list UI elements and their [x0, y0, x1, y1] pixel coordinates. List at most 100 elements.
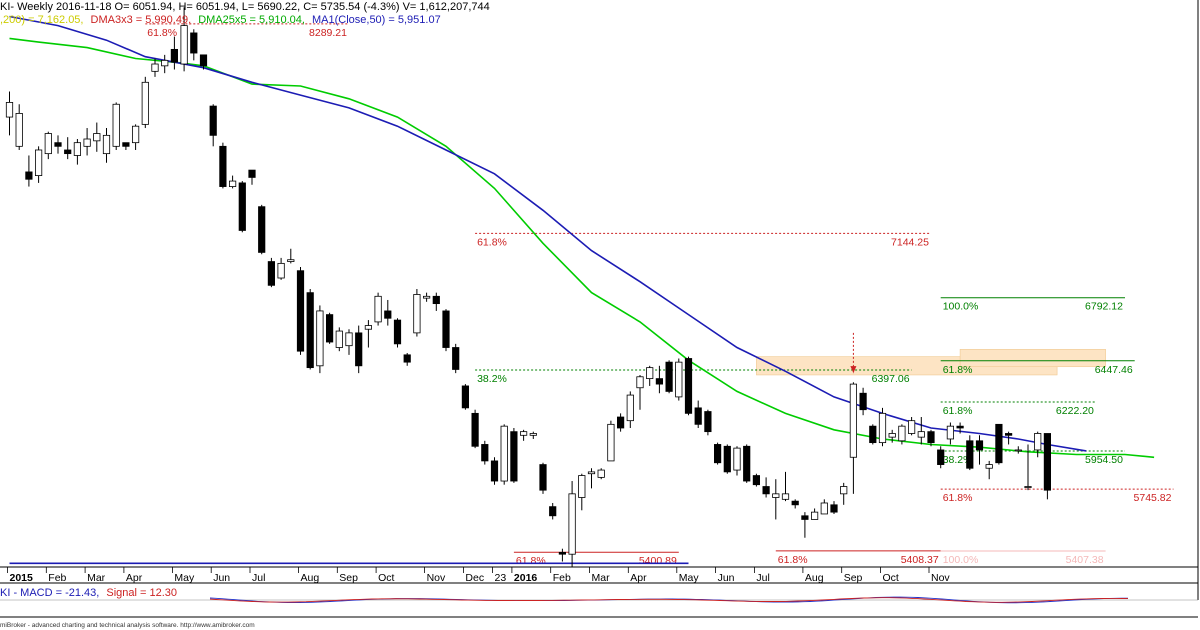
candle-body-62 [607, 423, 615, 462]
x-tick-label-19: Jul [756, 572, 769, 584]
candle-body-37 [364, 325, 373, 330]
candle-body-13 [131, 125, 140, 144]
candle-body-93 [908, 420, 916, 434]
candle-body-66 [646, 367, 654, 380]
candle-body-39 [384, 310, 392, 319]
candle-body-32 [316, 310, 324, 367]
fib-right-label-2: 6397.06 [872, 373, 910, 385]
footer-credit: miBroker - advanced charting and technic… [0, 622, 255, 629]
candle-body-20 [199, 54, 208, 67]
candle-body-41 [403, 354, 411, 363]
candle-body-8 [83, 138, 91, 147]
candle-body-19 [190, 32, 198, 54]
candle-body-80 [781, 493, 790, 500]
candle-body-47 [461, 385, 470, 409]
candle-body-64 [626, 394, 634, 422]
candle-body-107 [1043, 433, 1051, 491]
x-tick-label-22: Oct [883, 572, 899, 584]
x-tick-label-4: May [174, 572, 195, 584]
candle-body-57 [558, 551, 567, 555]
candle-body-6 [64, 149, 72, 155]
candle-body-90 [878, 412, 887, 444]
fib-left-label-7: 61.8% [943, 405, 973, 417]
candle-body-14 [141, 81, 149, 125]
x-tick-label-15: Mar [592, 572, 611, 584]
candle-body-45 [442, 310, 450, 348]
resistance-zones [756, 349, 1106, 376]
candle-body-105 [1024, 486, 1032, 488]
x-tick-label-5: Jun [213, 572, 230, 584]
candle-body-71 [694, 407, 702, 425]
candle-body-61 [597, 469, 605, 478]
candle-body-58 [568, 493, 576, 555]
signal-line [209, 597, 1129, 603]
fib-right-label-1: 7144.25 [891, 236, 929, 248]
candle-body-30 [296, 270, 305, 352]
candle-body-96 [937, 449, 945, 465]
candle-body-88 [859, 392, 867, 411]
x-tick-label-2: Mar [87, 572, 106, 584]
candle-body-72 [704, 411, 712, 433]
candle-body-95 [927, 431, 935, 444]
candle-body-99 [966, 440, 974, 469]
candle-body-29 [287, 259, 295, 262]
candle-body-35 [345, 332, 353, 347]
candle-body-10 [102, 134, 111, 155]
candle-body-94 [917, 431, 925, 438]
x-tick-label-1: Feb [48, 572, 66, 584]
candle-body-54 [529, 433, 537, 436]
candle-body-0 [5, 102, 14, 118]
annotations [850, 332, 857, 374]
fib-right-label-4: 5408.37 [901, 554, 939, 566]
candle-body-46 [452, 347, 460, 370]
fib-right-label-8: 5954.50 [1085, 454, 1123, 466]
x-tick-label-17: May [679, 572, 700, 584]
fib-right-label-7: 6222.20 [1056, 405, 1094, 417]
candle-body-104 [1014, 449, 1022, 452]
x-tick-label-6: Jul [252, 572, 265, 584]
fib-right-label-0: 8289.21 [309, 27, 347, 39]
candle-body-75 [733, 447, 741, 471]
candle-body-18 [180, 25, 188, 65]
candle-body-69 [675, 361, 683, 398]
candle-body-12 [122, 142, 130, 147]
candle-body-44 [432, 295, 440, 305]
svg-text:KI - MACD = -21.43, Signal: KI - MACD = -21.43, Signal = 12.30 [0, 587, 177, 599]
candle-body-97 [946, 425, 955, 440]
fib-right-label-6: 6447.46 [1095, 364, 1133, 376]
x-tick-label-18: Jun [718, 572, 735, 584]
candle-body-65 [636, 376, 644, 389]
candle-body-78 [762, 486, 770, 495]
x-tick-label-3: Apr [126, 572, 143, 584]
candle-body-22 [219, 145, 227, 187]
ema200-legend: ,200) = 7,162.05, [0, 14, 83, 26]
candle-body-21 [209, 105, 217, 136]
fib-right-label-9: 5745.82 [1134, 492, 1172, 504]
candle-body-92 [898, 425, 906, 442]
candle-body-55 [539, 464, 547, 491]
candle-body-38 [374, 295, 382, 323]
candlesticks [5, 7, 1051, 567]
candle-body-42 [413, 294, 421, 334]
candle-body-51 [500, 425, 508, 482]
candle-body-23 [228, 180, 237, 187]
candle-body-79 [772, 493, 780, 498]
candle-body-91 [888, 433, 896, 438]
fib-left-label-1: 61.8% [477, 236, 507, 248]
fib-right-label-5: 6792.12 [1085, 301, 1123, 313]
candle-body-7 [73, 142, 81, 156]
candle-body-17 [170, 48, 178, 63]
candle-body-4 [44, 133, 52, 155]
macd-panel [0, 596, 1198, 604]
x-tick-label-23: Nov [931, 572, 950, 584]
chart-header: KI- Weekly 2016-11-18 O= 6051.94, H= 605… [0, 1, 490, 13]
fib-left-label-8: 38.2% [943, 454, 973, 466]
x-tick-label-9: Oct [378, 572, 394, 584]
fib-left-label-6: 61.8% [943, 364, 973, 376]
candle-body-31 [306, 292, 314, 369]
candle-body-103 [1005, 433, 1013, 436]
x-tick-label-12: 23 [495, 572, 507, 584]
candle-body-68 [665, 361, 673, 392]
candle-body-49 [481, 444, 489, 462]
